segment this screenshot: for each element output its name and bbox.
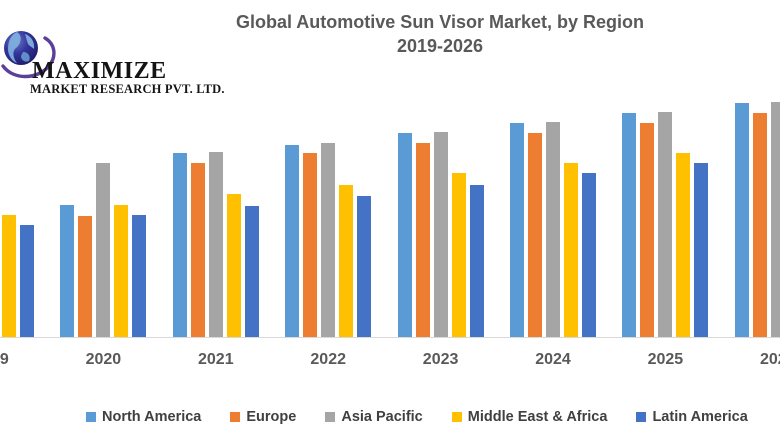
bar-2025-asia-pacific <box>658 112 673 337</box>
chart-title-line1: Global Automotive Sun Visor Market, by R… <box>235 12 645 32</box>
x-tick-label-2021: 2021 <box>198 351 234 368</box>
legend-item-europe: Europe <box>230 409 296 425</box>
x-tick-label-2023: 2023 <box>422 351 459 368</box>
bar-2023-asia-pacific <box>433 132 448 337</box>
bar-2020-middle-east-africa <box>114 205 129 337</box>
bar-2020-north-america <box>60 205 75 337</box>
bar-2023-north-america <box>397 133 412 337</box>
x-tick-label-2026: 2026 <box>760 351 780 368</box>
bar-2026-asia-pacific <box>770 102 780 337</box>
bar-2026-north-america <box>734 103 749 337</box>
legend-item-asia-pacific: Asia Pacific <box>325 409 423 425</box>
chart-title: Global Automotive Sun Visor Market, by R… <box>160 10 720 58</box>
bar-2021-asia-pacific <box>208 152 223 337</box>
x-axis-line <box>0 337 780 338</box>
legend-item-north-america: North America <box>86 409 201 425</box>
chart-title-line2: 2019-2026 <box>396 36 484 56</box>
bar-2020-europe <box>78 216 93 337</box>
legend-marker-icon <box>451 412 462 422</box>
x-tick-label-2019: 2019 <box>0 351 9 368</box>
bar-2025-north-america <box>622 113 637 337</box>
bar-2021-north-america <box>172 153 187 337</box>
legend-marker-icon <box>86 412 96 422</box>
x-tick-label-2020: 2020 <box>85 351 122 368</box>
bar-2025-latin-america <box>694 163 709 337</box>
logo-name: MAXIMIZE <box>32 58 167 84</box>
bar-2025-europe <box>640 123 655 337</box>
x-tick-label-2024: 2024 <box>535 351 571 368</box>
bar-2021-middle-east-africa <box>226 194 241 337</box>
legend-label: Europe <box>246 409 297 425</box>
bar-2021-europe <box>190 163 205 337</box>
bar-2022-middle-east-africa <box>339 185 354 337</box>
bar-2024-latin-america <box>582 173 596 337</box>
x-tick-label-2025: 2025 <box>647 351 684 368</box>
bar-2023-middle-east-africa <box>451 173 466 337</box>
bar-2019-latin-america <box>20 225 34 337</box>
bar-2022-europe <box>303 153 318 337</box>
bar-2024-middle-east-africa <box>564 163 578 337</box>
x-tick-label-2022: 2022 <box>310 351 346 368</box>
bar-2023-europe <box>415 143 430 337</box>
legend-item-middle-east-africa: Middle East & Africa <box>451 409 608 425</box>
legend-marker-icon <box>325 412 336 422</box>
legend-item-latin-america: Latin America <box>636 409 748 425</box>
bar-2024-asia-pacific <box>546 122 560 337</box>
legend: North America Europe Asia Pacific Middle Ea… <box>86 406 748 428</box>
bar-2026-europe <box>752 113 767 337</box>
globe-icon <box>1 31 56 79</box>
logo-subtitle: MARKET RESEARCH PVT. LTD. <box>30 82 225 96</box>
bar-2023-latin-america <box>469 185 484 337</box>
bar-2024-europe <box>528 133 542 337</box>
bar-2025-middle-east-africa <box>676 153 691 337</box>
bar-2022-latin-america <box>357 196 372 337</box>
bar-2020-asia-pacific <box>96 163 111 337</box>
bar-2022-asia-pacific <box>321 143 336 337</box>
legend-marker-icon <box>636 412 647 422</box>
legend-label: Middle East & Africa <box>467 409 608 425</box>
bar-2024-north-america <box>510 123 524 337</box>
bar-2021-latin-america <box>244 206 259 337</box>
brand-logo: MAXIMIZE MARKET RESEARCH PVT. LTD. <box>0 18 225 108</box>
legend-label: Asia Pacific <box>341 409 423 425</box>
bar-2020-latin-america <box>132 215 147 337</box>
legend-label: Latin America <box>652 409 748 425</box>
legend-label: North America <box>102 409 202 425</box>
bar-2019-middle-east-africa <box>2 215 16 337</box>
bar-2022-north-america <box>285 145 300 337</box>
legend-marker-icon <box>230 412 241 422</box>
